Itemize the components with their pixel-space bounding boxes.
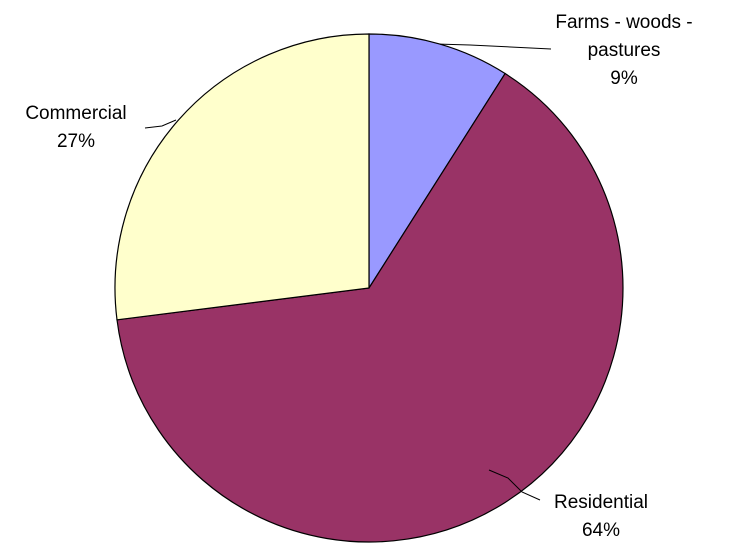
leader-line-commercial [144, 119, 177, 129]
slice-labels: Farms - woods - pastures 9% Residential 64% C… [25, 12, 692, 541]
pie-slice-commercial [114, 33, 370, 321]
leader-lines [144, 43, 552, 501]
pie-slice-residential [116, 72, 624, 543]
data-label-category-commercial: Commercial [25, 103, 126, 124]
leader-line-residential [488, 469, 541, 501]
data-label-value-residential: 64% [582, 520, 620, 541]
data-label-value-farms-woods-pastures: 9% [610, 68, 638, 89]
data-label-category-farms-woods-pastures: pastures [588, 40, 661, 61]
leader-line-farms-woods-pastures [439, 43, 552, 50]
pie-slices [114, 33, 624, 543]
data-label-category-residential: Residential [554, 492, 648, 513]
pie-slice-farms-woods-pastures [368, 33, 506, 291]
data-label-value-commercial: 27% [57, 131, 95, 152]
data-label-category-farms-woods-pastures: Farms - woods - [555, 12, 692, 33]
